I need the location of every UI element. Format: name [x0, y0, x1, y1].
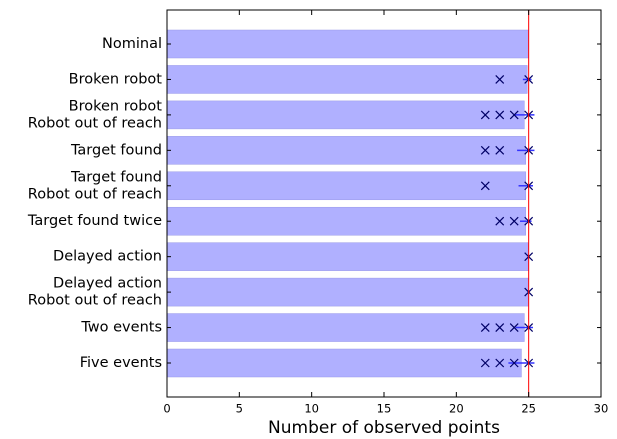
- x-tick-label: 0: [163, 402, 170, 416]
- x-tick-label: 30: [594, 402, 609, 416]
- x-tick-label: 20: [449, 402, 464, 416]
- plot-frame: [166, 9, 602, 398]
- x-tick-label: 15: [377, 402, 392, 416]
- bar: [166, 65, 528, 94]
- bar: [166, 171, 527, 201]
- x-tick-label: 25: [521, 402, 536, 416]
- bar: [166, 206, 527, 236]
- bar: [166, 136, 527, 165]
- y-tick-label: Robot out of reach: [28, 115, 162, 131]
- bar: [166, 29, 529, 59]
- observation-marker: [495, 145, 505, 155]
- bar: [166, 313, 525, 342]
- observation-marker: [495, 75, 505, 84]
- x-axis-label: Number of observed points: [268, 418, 500, 438]
- x-tick-label: 5: [236, 402, 243, 416]
- observation-marker: [495, 358, 505, 368]
- observation-marker: [509, 358, 519, 368]
- observation-marker: [480, 145, 490, 155]
- y-tick-label: Delayed action: [53, 249, 162, 265]
- y-tick-label: Nominal: [102, 36, 162, 52]
- bar: [166, 277, 529, 307]
- observation-marker: [480, 358, 490, 368]
- observation-marker: [509, 110, 519, 120]
- observation-marker: [480, 181, 490, 191]
- observation-marker: [509, 216, 519, 226]
- y-tick-label: Broken robot: [69, 98, 163, 114]
- bar: [166, 242, 529, 271]
- y-tick-label: Target found: [70, 169, 162, 185]
- y-tick-label: Broken robot: [69, 71, 163, 87]
- observation-marker: [495, 323, 505, 332]
- y-tick-label: Robot out of reach: [28, 293, 162, 309]
- y-tick-label: Delayed action: [53, 276, 162, 292]
- observation-marker: [495, 110, 505, 120]
- observation-marker: [495, 216, 505, 226]
- y-tick-label: Target found: [70, 142, 162, 158]
- observation-marker: [509, 323, 519, 332]
- y-tick-label: Target found twice: [27, 213, 162, 229]
- observation-marker: [480, 110, 490, 120]
- y-tick-label: Five events: [80, 355, 162, 371]
- bar: [166, 100, 525, 130]
- x-tick-label: 10: [304, 402, 319, 416]
- bar: [166, 348, 522, 378]
- y-tick-label: Robot out of reach: [28, 186, 162, 202]
- observation-marker: [480, 323, 490, 332]
- y-tick-label: Two events: [80, 320, 162, 336]
